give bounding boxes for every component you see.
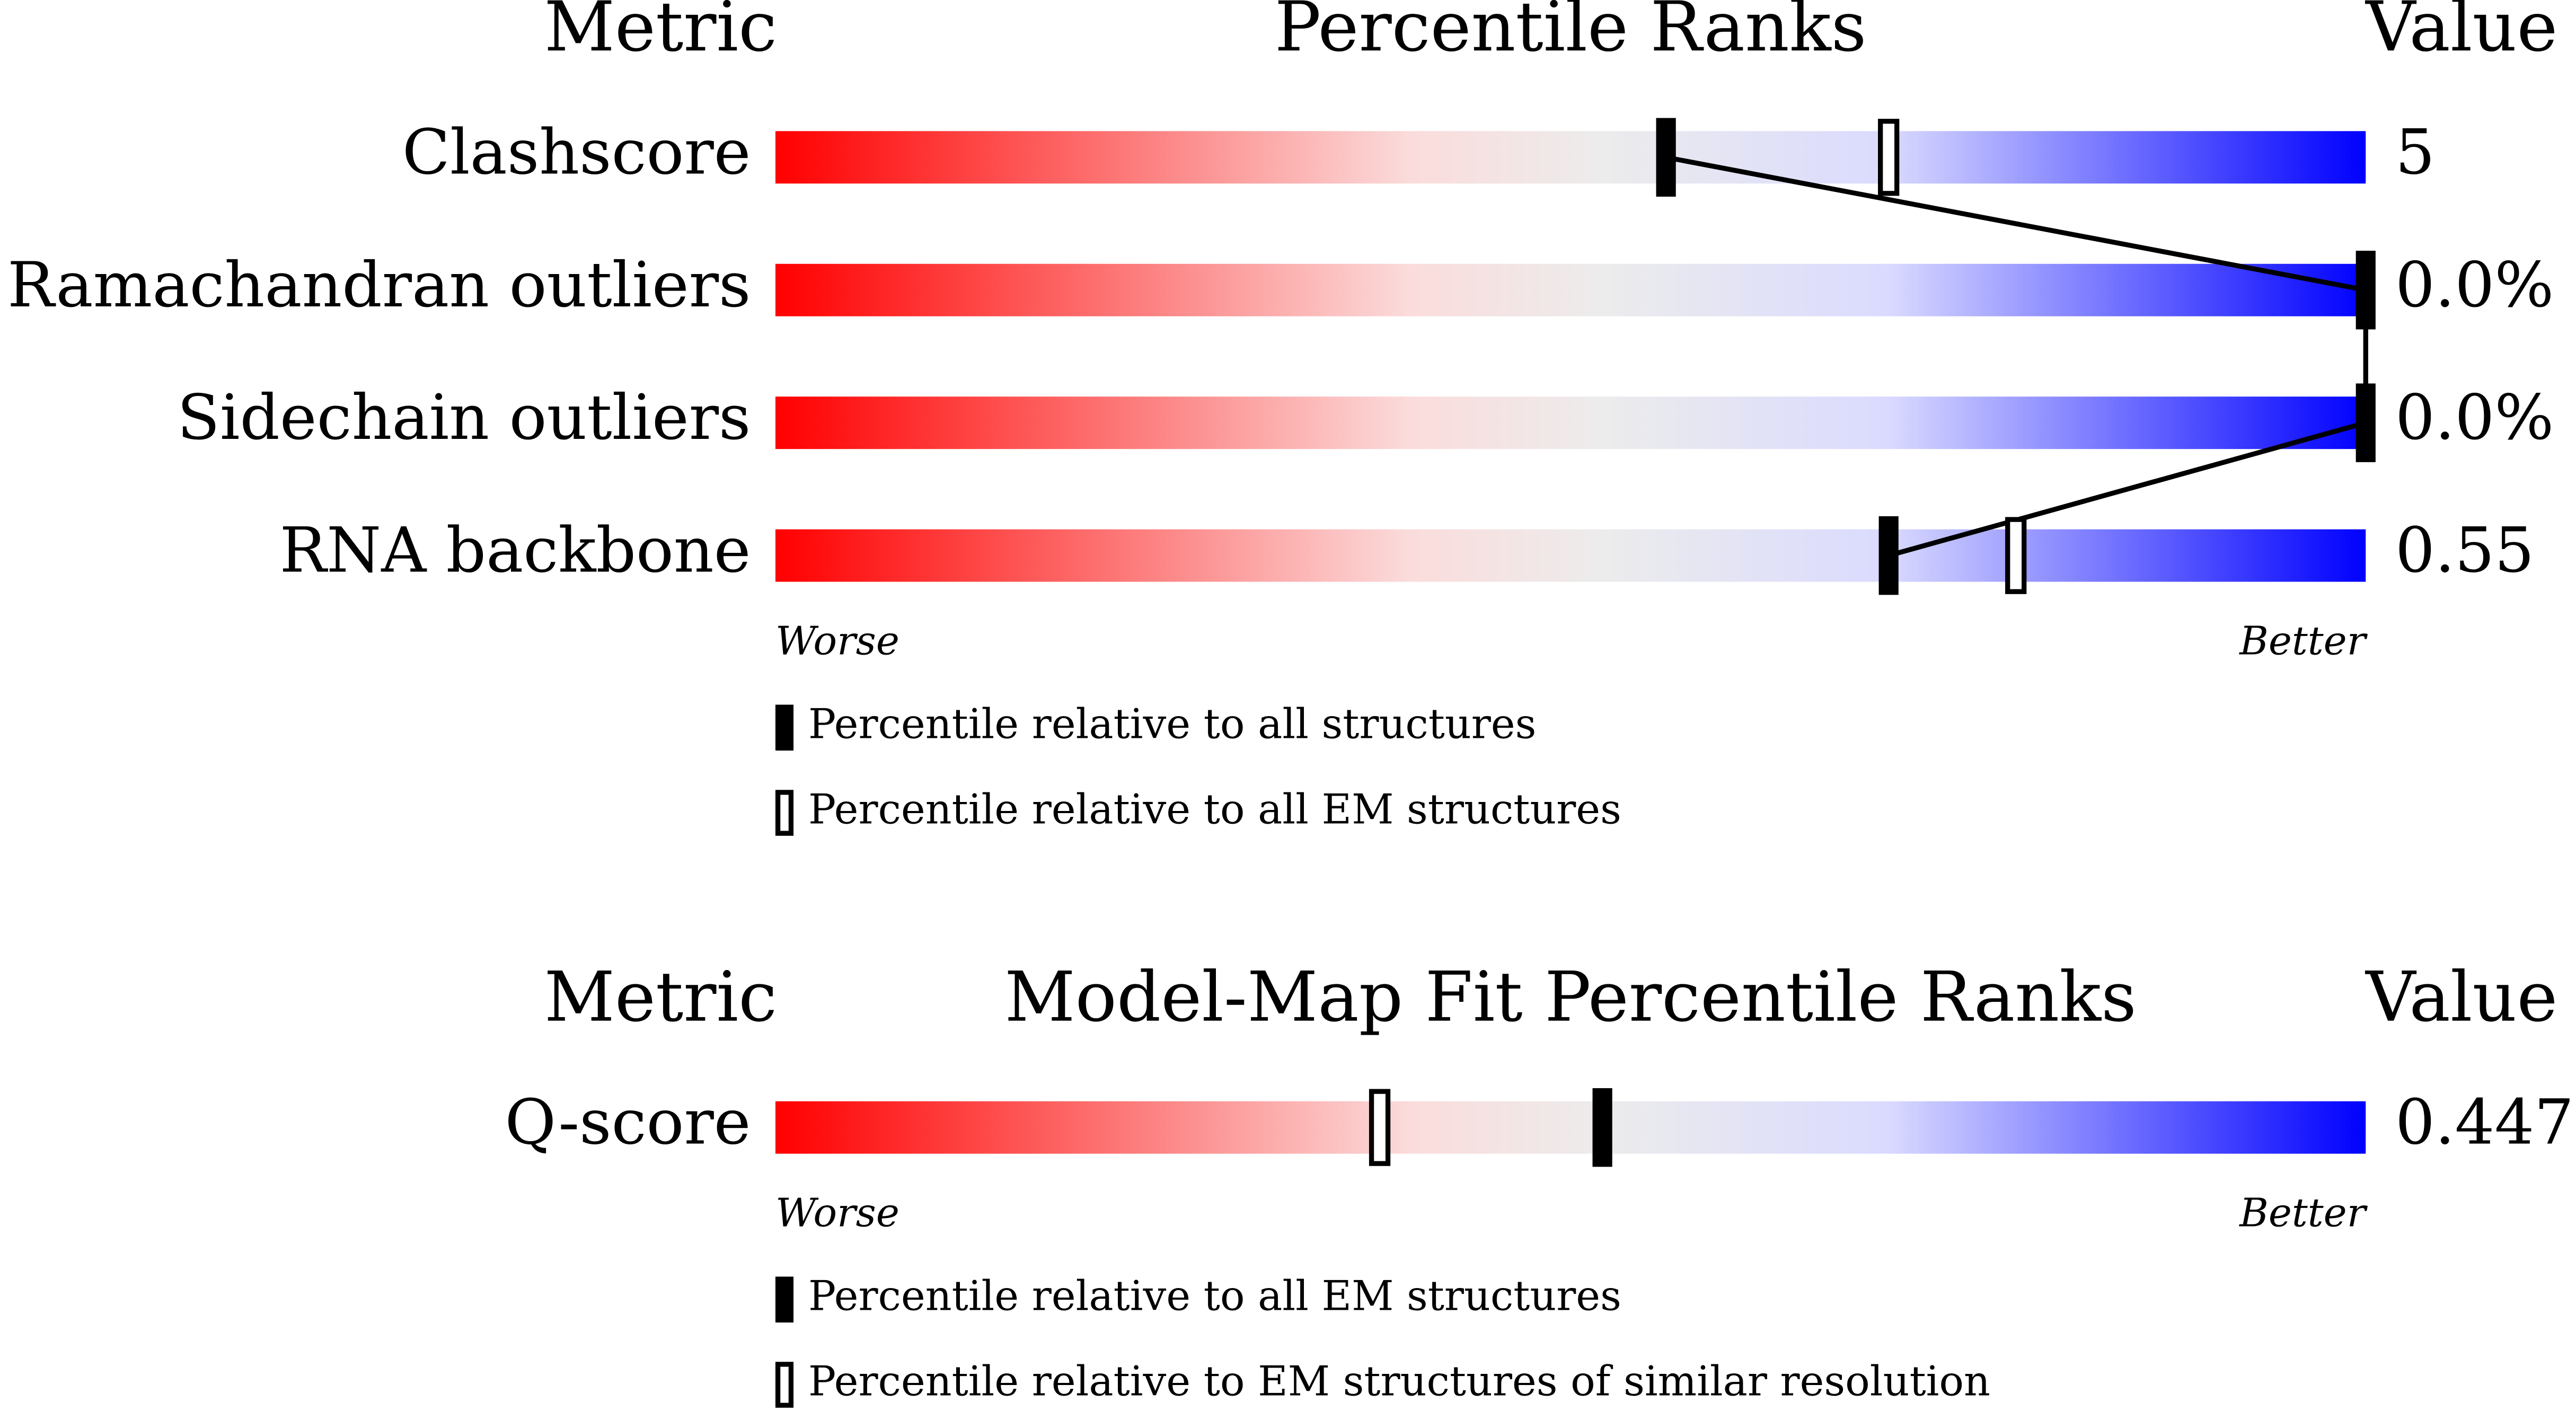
- slider-bar: [775, 396, 2366, 449]
- worse-label: Worse: [775, 618, 899, 664]
- slider-bar: [775, 529, 2366, 582]
- metric-label: Q-score: [505, 1086, 751, 1159]
- percentile-marker-hollow: [2005, 517, 2027, 594]
- legend-marker-hollow: [775, 1362, 794, 1408]
- metric-label: Clashscore: [402, 116, 751, 188]
- metric-value: 0.447: [2395, 1086, 2574, 1159]
- legend-label: Percentile relative to all EM structures: [808, 1273, 1621, 1320]
- percentile-marker-hollow: [1369, 1089, 1391, 1166]
- slider-bar: [775, 131, 2366, 184]
- percentile-marker-hollow: [1878, 119, 1900, 196]
- slider-bar: [775, 263, 2366, 316]
- percentile-marker: [2356, 251, 2376, 330]
- percentile-marker: [1878, 516, 1899, 595]
- better-label: Better: [2238, 1190, 2368, 1236]
- value-header: Value: [2365, 957, 2557, 1037]
- legend-label: Percentile relative to all EM structures: [808, 786, 1621, 834]
- legend-label: Percentile relative to all structures: [808, 701, 1536, 748]
- percentile-marker: [2356, 383, 2376, 462]
- metric-header: Metric: [544, 957, 777, 1037]
- metric-label: Sidechain outliers: [177, 381, 751, 454]
- metric-header: Metric: [544, 0, 777, 67]
- chart-title: Model-Map Fit Percentile Ranks: [1004, 957, 2137, 1037]
- metric-value: 0.0%: [2395, 249, 2554, 321]
- legend-marker-hollow: [775, 790, 794, 836]
- metric-value: 5: [2395, 116, 2435, 188]
- percentile-marker: [1656, 118, 1676, 197]
- metric-value: 0.55: [2395, 514, 2534, 587]
- connector-line: [1665, 155, 2368, 558]
- metric-label: RNA backbone: [279, 514, 751, 587]
- metric-value: 0.0%: [2395, 381, 2554, 454]
- legend-marker: [775, 704, 794, 751]
- metric-label: Ramachandran outliers: [7, 249, 751, 321]
- legend-label: Percentile relative to EM structures of …: [808, 1358, 1990, 1406]
- better-label: Better: [2238, 618, 2368, 664]
- chart-title: Percentile Ranks: [1275, 0, 1867, 67]
- percentile-marker: [1592, 1088, 1612, 1167]
- legend-marker: [775, 1276, 794, 1323]
- slider-bar: [775, 1101, 2366, 1154]
- value-header: Value: [2365, 0, 2557, 67]
- worse-label: Worse: [775, 1190, 899, 1236]
